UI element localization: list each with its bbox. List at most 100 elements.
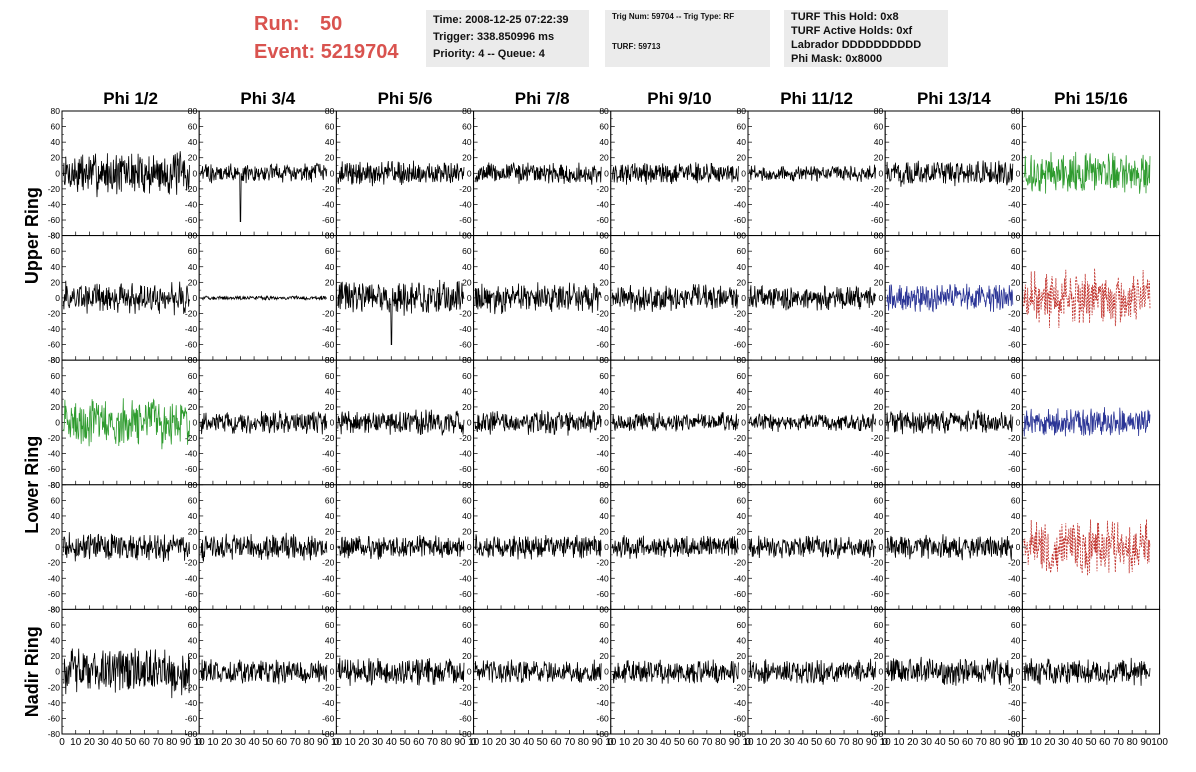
y-tick-label: 60 bbox=[874, 122, 884, 132]
y-tick-label: 80 bbox=[874, 106, 884, 116]
y-tick-label: 20 bbox=[1011, 153, 1021, 163]
x-tick-label: 30 bbox=[1058, 737, 1070, 748]
x-tick-label: 70 bbox=[976, 737, 988, 748]
waveform-line bbox=[474, 534, 602, 560]
y-tick-label: 0 bbox=[192, 542, 197, 552]
y-tick-label: 20 bbox=[462, 651, 472, 661]
y-tick-label: 80 bbox=[325, 480, 335, 490]
y-tick-label: -60 bbox=[185, 589, 198, 599]
y-tick-label: 60 bbox=[188, 371, 198, 381]
y-tick-label: -20 bbox=[185, 433, 198, 443]
x-tick-label: 0 bbox=[608, 737, 614, 748]
x-tick-label: 100 bbox=[1151, 737, 1168, 748]
y-tick-label: 0 bbox=[55, 542, 60, 552]
y-tick-label: 40 bbox=[51, 636, 61, 646]
waveform-line bbox=[611, 284, 739, 312]
x-tick-label: 70 bbox=[290, 737, 302, 748]
y-tick-label: -20 bbox=[734, 433, 747, 443]
x-tick-label: 40 bbox=[660, 737, 672, 748]
y-tick-label: -40 bbox=[459, 698, 472, 708]
y-tick-label: 80 bbox=[737, 480, 747, 490]
y-tick-label: -80 bbox=[734, 729, 747, 739]
y-tick-label: 60 bbox=[874, 495, 884, 505]
y-tick-label: -20 bbox=[185, 308, 198, 318]
x-tick-label: 60 bbox=[413, 737, 425, 748]
y-tick-label: 0 bbox=[467, 667, 472, 677]
y-tick-label: 80 bbox=[1011, 604, 1021, 614]
y-tick-label: 0 bbox=[55, 168, 60, 178]
y-tick-label: 60 bbox=[325, 246, 335, 256]
y-tick-label: -20 bbox=[734, 558, 747, 568]
y-tick-label: 0 bbox=[878, 293, 883, 303]
x-tick-label: 60 bbox=[139, 737, 151, 748]
y-tick-label: 0 bbox=[1016, 542, 1021, 552]
y-tick-label: 20 bbox=[599, 651, 609, 661]
y-tick-label: 60 bbox=[51, 246, 61, 256]
y-tick-label: -40 bbox=[185, 449, 198, 459]
x-tick-label: 50 bbox=[262, 737, 274, 748]
y-tick-label: 40 bbox=[1011, 262, 1021, 272]
trigger-text: Trigger: 338.850996 ms bbox=[433, 31, 555, 43]
row-group-label: Nadir Ring bbox=[22, 626, 42, 717]
y-tick-label: 20 bbox=[1011, 277, 1021, 287]
y-tick-label: 80 bbox=[325, 106, 335, 116]
y-tick-label: -60 bbox=[871, 464, 884, 474]
x-tick-label: 80 bbox=[852, 737, 864, 748]
y-tick-label: 20 bbox=[874, 277, 884, 287]
y-tick-label: -20 bbox=[597, 558, 610, 568]
y-tick-label: -40 bbox=[322, 698, 335, 708]
waveform-line bbox=[63, 648, 190, 699]
y-tick-label: 0 bbox=[878, 168, 883, 178]
y-tick-label: -60 bbox=[597, 340, 610, 350]
panel-frame bbox=[198, 110, 337, 237]
y-tick-label: 60 bbox=[599, 620, 609, 630]
y-tick-label: 40 bbox=[874, 511, 884, 521]
run-line: Run: 50 bbox=[254, 10, 399, 38]
y-tick-label: -60 bbox=[1008, 340, 1021, 350]
x-tick-label: 60 bbox=[1099, 737, 1111, 748]
y-tick-label: 0 bbox=[604, 418, 609, 428]
y-tick-label: -60 bbox=[48, 215, 61, 225]
y-tick-label: -20 bbox=[185, 682, 198, 692]
y-tick-label: 80 bbox=[874, 355, 884, 365]
y-tick-label: 20 bbox=[325, 277, 335, 287]
y-tick-label: -60 bbox=[597, 589, 610, 599]
event-value: 5219704 bbox=[320, 41, 399, 63]
y-tick-label: 80 bbox=[462, 355, 472, 365]
y-tick-label: 60 bbox=[462, 495, 472, 505]
y-tick-label: -20 bbox=[597, 682, 610, 692]
y-tick-label: -60 bbox=[459, 464, 472, 474]
x-tick-label: 10 bbox=[1031, 737, 1043, 748]
y-tick-label: -40 bbox=[185, 573, 198, 583]
waveform-line bbox=[749, 413, 876, 433]
y-tick-label: 20 bbox=[325, 153, 335, 163]
y-tick-label: 0 bbox=[55, 418, 60, 428]
y-tick-label: 40 bbox=[188, 137, 198, 147]
y-tick-label: -60 bbox=[734, 464, 747, 474]
y-tick-label: 20 bbox=[188, 153, 198, 163]
y-tick-label: 0 bbox=[192, 667, 197, 677]
y-tick-label: 40 bbox=[51, 137, 61, 147]
x-tick-label: 60 bbox=[688, 737, 700, 748]
y-tick-label: -60 bbox=[734, 215, 747, 225]
x-tick-label: 80 bbox=[1127, 737, 1139, 748]
x-tick-label: 10 bbox=[207, 737, 219, 748]
y-tick-label: 40 bbox=[737, 262, 747, 272]
y-tick-label: 20 bbox=[599, 527, 609, 537]
y-tick-label: 40 bbox=[874, 636, 884, 646]
x-tick-label: 10 bbox=[1017, 737, 1029, 748]
y-tick-label: -40 bbox=[597, 698, 610, 708]
